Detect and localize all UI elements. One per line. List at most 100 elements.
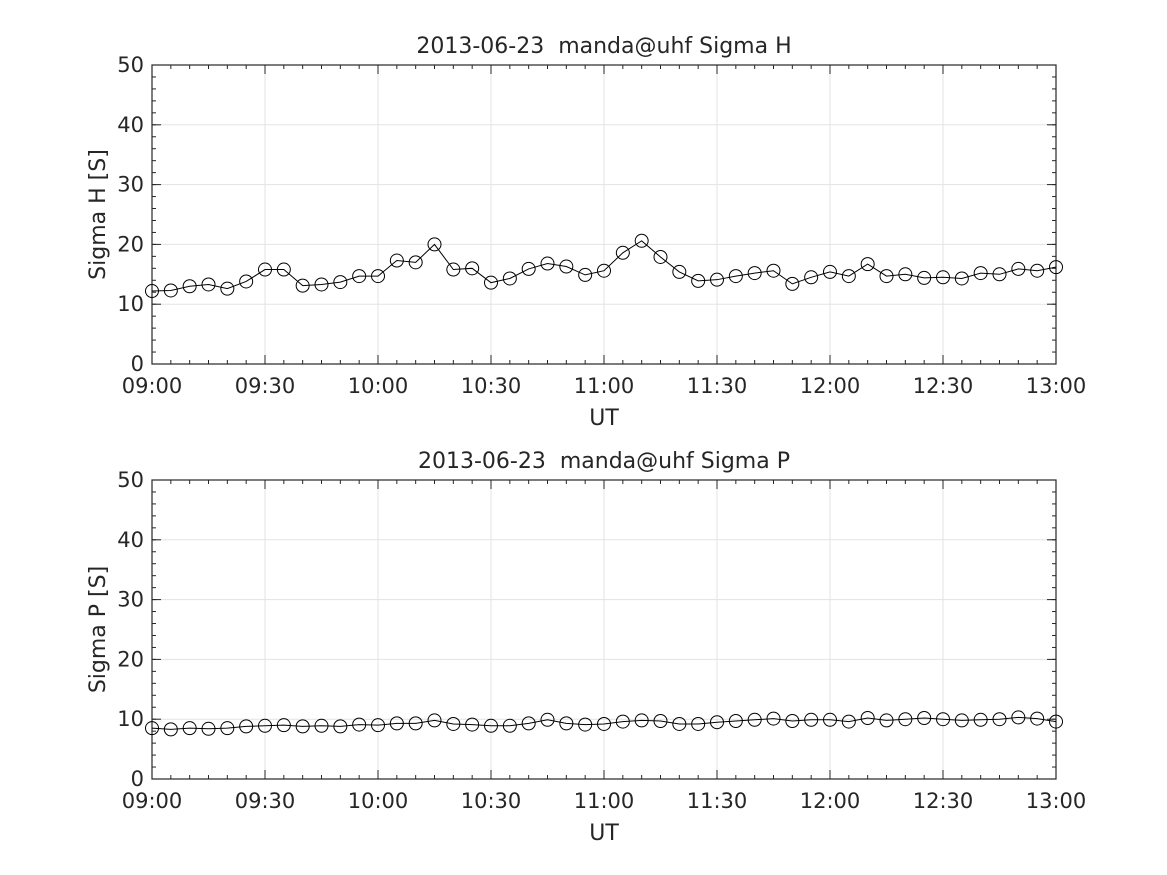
y-tick-label: 50 bbox=[117, 468, 144, 492]
sigma-h-data-point bbox=[936, 270, 950, 285]
y-tick-label: 50 bbox=[117, 53, 144, 77]
axes-box bbox=[151, 64, 1057, 365]
x-tick-label: 12:30 bbox=[913, 789, 974, 813]
sigma-p-data-point bbox=[615, 714, 630, 729]
sigma-p-data-point bbox=[163, 722, 178, 737]
sigma-h-data-point bbox=[276, 262, 291, 277]
x-tick-label: 11:00 bbox=[574, 789, 635, 813]
sigma-h-data-point bbox=[860, 257, 875, 272]
sigma-p-data-point bbox=[333, 719, 348, 734]
y-tick-label: 30 bbox=[117, 173, 144, 197]
sigma-p-data-point bbox=[747, 712, 762, 727]
chart-title: 2013-06-23 manda@uhf Sigma P bbox=[418, 449, 790, 474]
sigma-h-data-point bbox=[917, 270, 932, 285]
chart-title: 2013-06-23 manda@uhf Sigma H bbox=[416, 34, 791, 59]
x-tick-label: 10:00 bbox=[348, 374, 409, 398]
sigma-h-data-point bbox=[371, 269, 385, 284]
sigma-p-data-point bbox=[860, 711, 875, 726]
sigma-p-data-point bbox=[201, 721, 216, 736]
y-tick-label: 20 bbox=[117, 647, 144, 671]
sigma-h-data-point bbox=[898, 267, 913, 282]
y-axis-label: Sigma P [S] bbox=[86, 566, 111, 693]
sigma-h-data-point bbox=[823, 264, 837, 279]
x-tick-label: 10:30 bbox=[461, 374, 522, 398]
y-tick-label: 10 bbox=[117, 292, 144, 316]
sigma-h-data-point bbox=[634, 233, 649, 248]
x-tick-label: 09:00 bbox=[122, 374, 183, 398]
sigma-h-data-point bbox=[502, 271, 517, 286]
series-line bbox=[151, 240, 1057, 292]
x-tick-label: 09:30 bbox=[235, 374, 296, 398]
sigma-h-data-point bbox=[973, 266, 988, 281]
sigma-p-data-point bbox=[597, 716, 611, 731]
sigma-h-data-point bbox=[182, 279, 197, 294]
sigma-p-data-point bbox=[295, 719, 310, 734]
x-tick-label: 11:00 bbox=[574, 374, 635, 398]
sigma-p-data-point bbox=[389, 716, 404, 731]
sigma-h-data-point bbox=[1030, 263, 1045, 278]
x-tick-label: 12:00 bbox=[800, 789, 861, 813]
sigma-p-data-point bbox=[276, 718, 291, 733]
sigma-h-data-point bbox=[220, 281, 235, 296]
sigma-p-data-point bbox=[239, 719, 254, 734]
sigma-p-data-point bbox=[578, 717, 593, 732]
y-tick-label: 10 bbox=[117, 707, 144, 731]
sigma-h-data-point bbox=[597, 263, 611, 278]
sigma-h-data-point bbox=[201, 277, 216, 292]
sigma-p-data-point bbox=[559, 716, 574, 731]
sigma-h-data-point bbox=[540, 256, 555, 271]
sigma-h-data-point bbox=[295, 278, 310, 293]
x-tick-label: 10:30 bbox=[461, 789, 522, 813]
x-tick-label: 10:00 bbox=[348, 789, 409, 813]
x-tick-label: 09:30 bbox=[235, 789, 296, 813]
sigma-p-data-point bbox=[728, 713, 743, 728]
sigma-h-data-point bbox=[389, 253, 404, 268]
x-tick-label: 12:30 bbox=[913, 374, 974, 398]
sigma-h-data-point bbox=[804, 270, 819, 285]
axes-box bbox=[151, 479, 1057, 780]
sigma-h-data-point bbox=[258, 262, 272, 277]
sigma-p-data-point bbox=[672, 716, 687, 731]
sigma-p-data-point bbox=[1011, 710, 1026, 725]
sigma-p-data-point bbox=[1049, 714, 1063, 729]
x-tick-label: 13:00 bbox=[1026, 789, 1087, 813]
sigma-h-data-point bbox=[672, 264, 687, 279]
sigma-p-data-point bbox=[145, 721, 159, 736]
sigma-p-data-point bbox=[521, 716, 536, 731]
sigma-p-data-point bbox=[465, 717, 480, 732]
sigma-p-data-point bbox=[954, 713, 969, 728]
y-axis-label: Sigma H [S] bbox=[86, 149, 111, 280]
sigma-p-data-point bbox=[540, 712, 555, 727]
sigma-p-data-point bbox=[785, 713, 800, 728]
sigma-p-data-point bbox=[1030, 711, 1045, 726]
sigma-p-data-point bbox=[352, 717, 367, 732]
y-tick-label: 40 bbox=[117, 113, 144, 137]
y-tick-label: 40 bbox=[117, 528, 144, 552]
sigma-h-data-point bbox=[314, 277, 329, 292]
y-tick-label: 0 bbox=[131, 767, 144, 791]
sigma-p-data-point bbox=[371, 718, 385, 733]
sigma-h-data-point bbox=[728, 269, 743, 284]
sigma-h-data-point bbox=[710, 272, 724, 287]
sigma-h-data-point bbox=[239, 274, 254, 289]
sigma-h-data-point bbox=[559, 259, 574, 274]
sigma-h-data-point bbox=[163, 283, 178, 298]
sigma-h-data-point bbox=[465, 261, 480, 276]
series-line bbox=[151, 716, 1057, 730]
y-tick-label: 20 bbox=[117, 232, 144, 256]
sigma-h-chart: 09:00 09:30 10:00 10:30 11:00 11:30 12:00 12:30… bbox=[86, 34, 1086, 431]
sigma-h-data-point bbox=[427, 237, 442, 252]
sigma-p-data-point bbox=[691, 716, 706, 731]
x-tick-label: 11:30 bbox=[687, 374, 748, 398]
sigma-h-data-point bbox=[766, 263, 781, 278]
sigma-p-data-point bbox=[220, 721, 235, 736]
sigma-p-data-point bbox=[446, 716, 461, 731]
sigma-p-data-point bbox=[502, 718, 517, 733]
sigma-h-data-point bbox=[954, 271, 969, 286]
sigma-p-data-point bbox=[653, 713, 668, 728]
sigma-h-data-point bbox=[521, 261, 536, 276]
x-tick-label: 11:30 bbox=[687, 789, 748, 813]
sigma-h-data-point bbox=[1011, 261, 1026, 276]
sigma-h-data-point bbox=[484, 275, 498, 290]
